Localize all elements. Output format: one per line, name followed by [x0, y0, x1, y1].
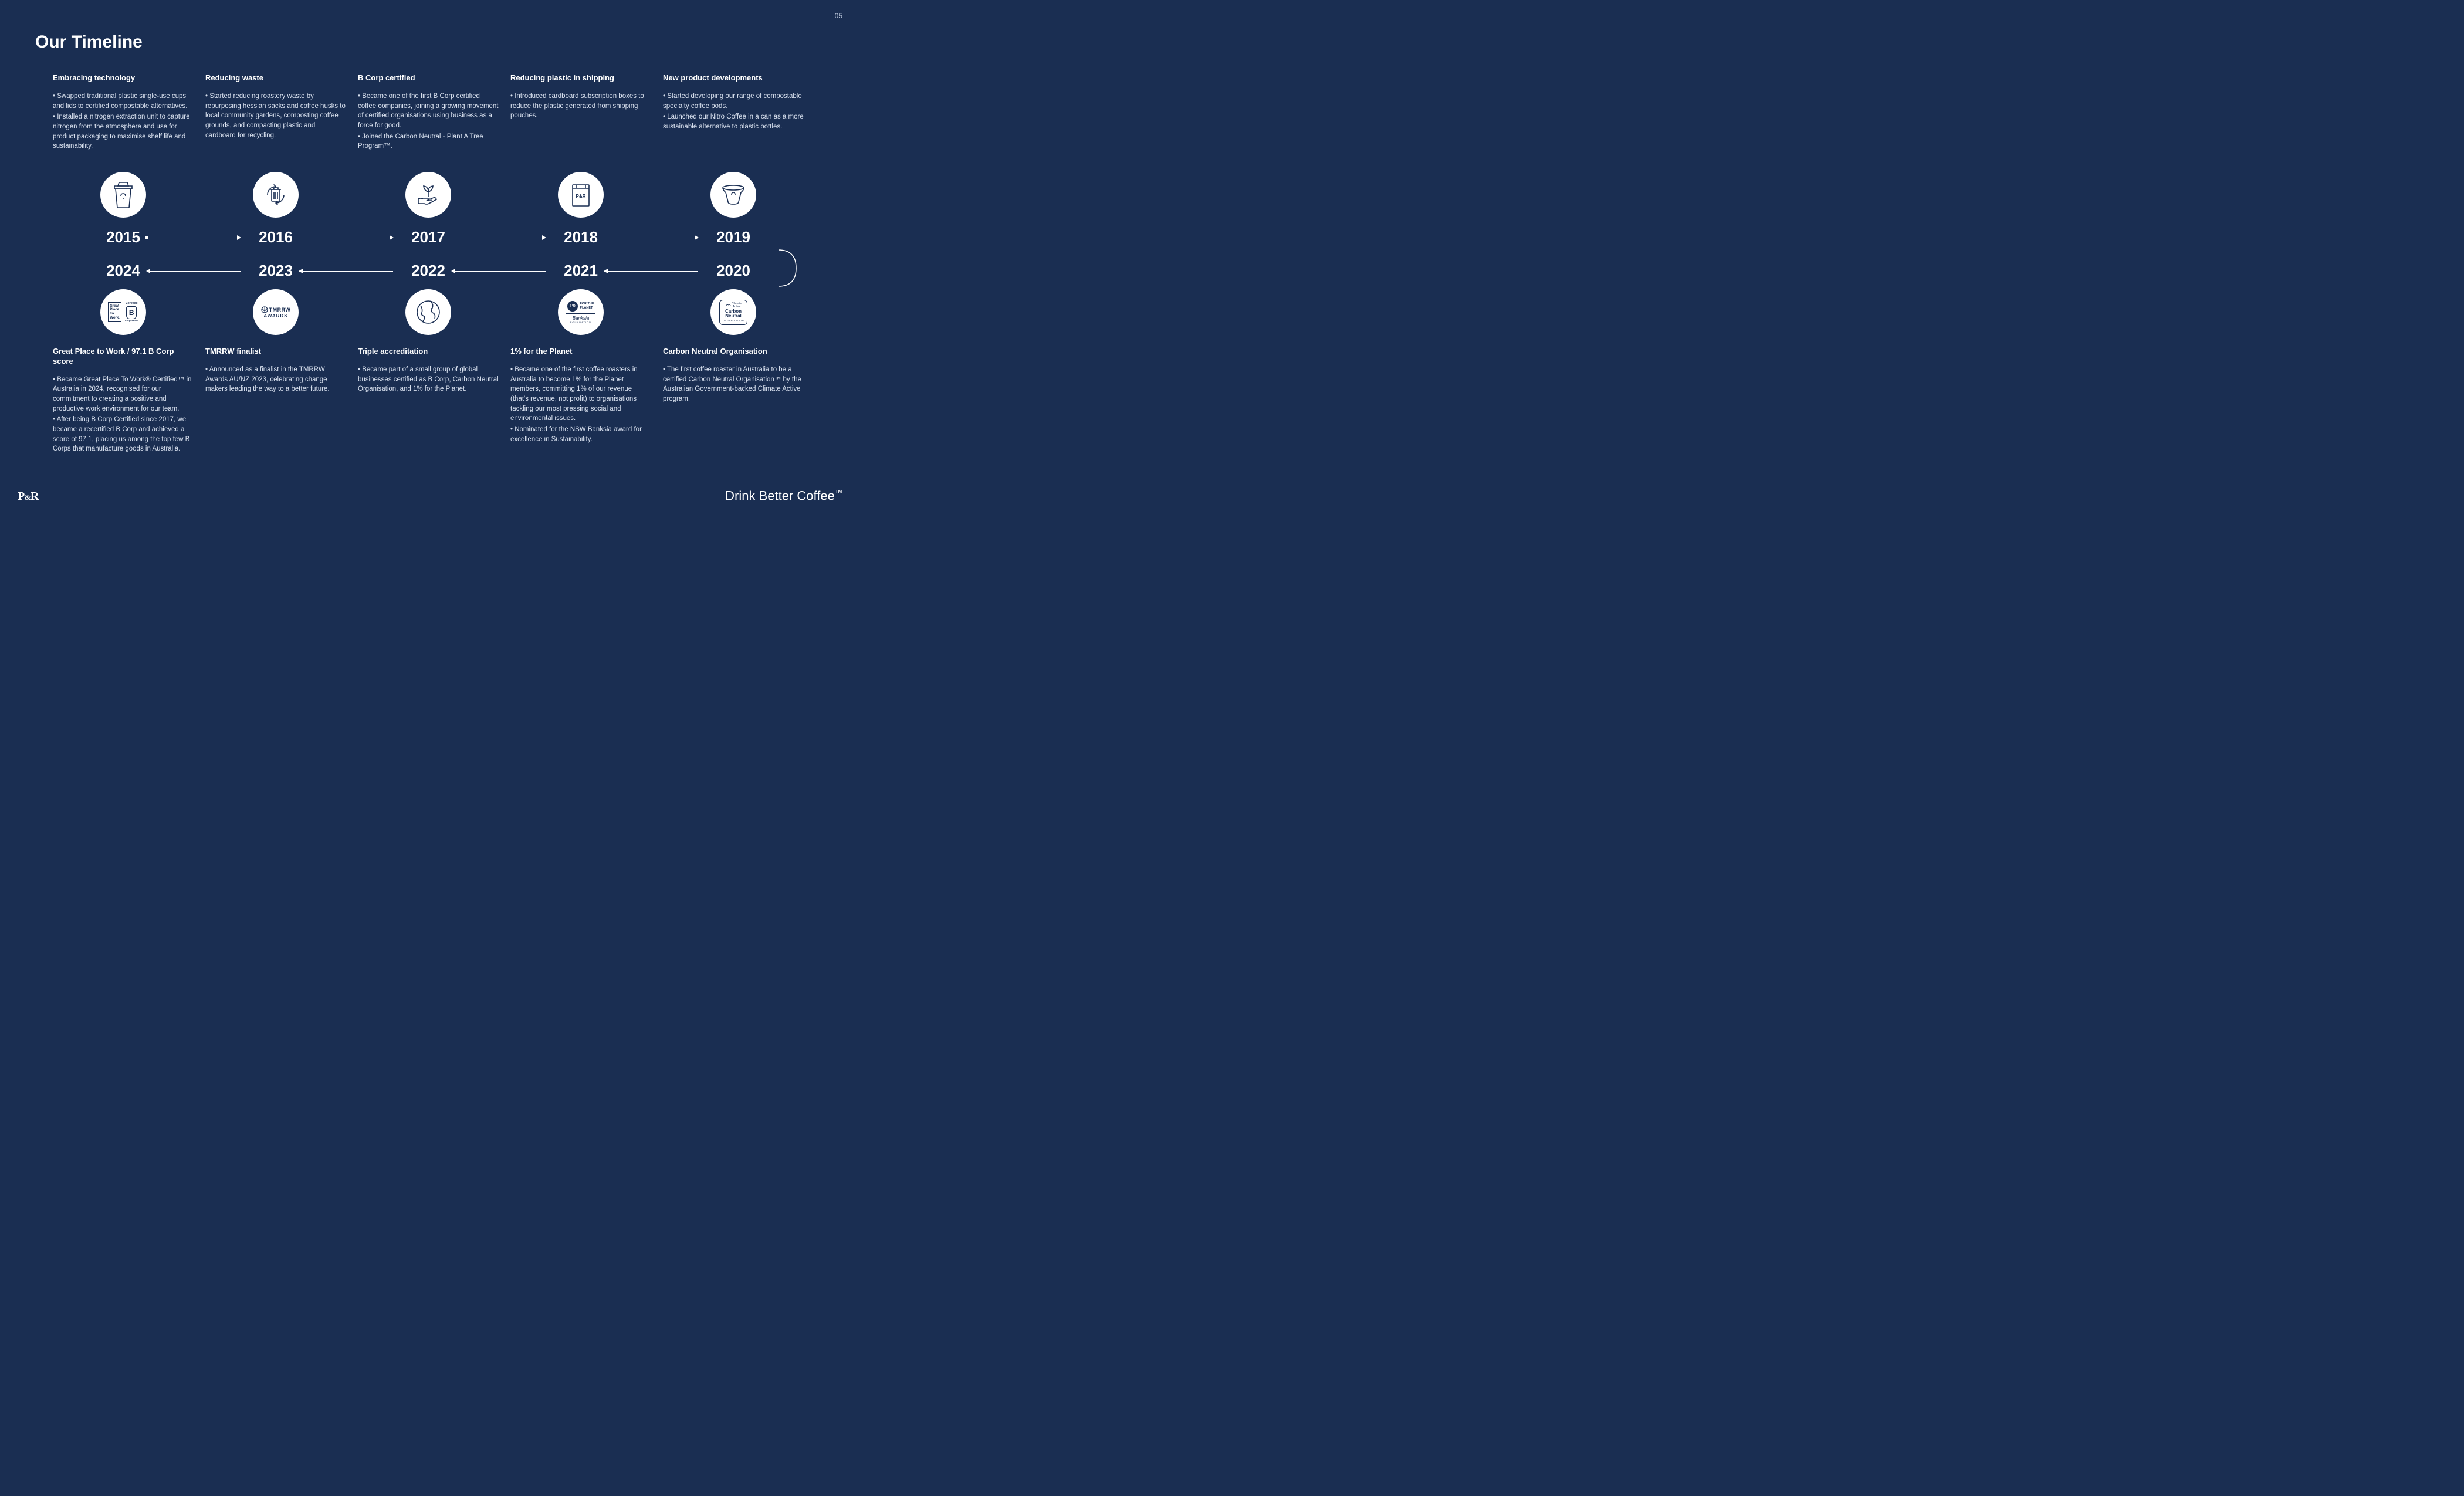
tmrrw-icon: TMRRW AWARDS — [253, 289, 299, 335]
entry-heading: Embracing technology — [53, 73, 194, 83]
entry-body: • Announced as a finalist in the TMRRW A… — [205, 365, 346, 394]
top-year-row: 2015 2016 2017 2018 2019 — [53, 228, 827, 246]
entry-heading: Carbon Neutral Organisation — [663, 347, 804, 357]
arrow-icon — [147, 238, 241, 239]
bottom-text-row: Great Place to Work / 97.1 B Corp score … — [53, 347, 827, 455]
arrow-icon — [604, 271, 698, 272]
entry-2019: New product developments • Started devel… — [663, 73, 804, 161]
hand-plant-icon — [405, 172, 451, 218]
entry-body: • Swapped traditional plastic single-use… — [53, 92, 194, 151]
entry-heading: TMRRW finalist — [205, 347, 346, 357]
entry-2024: Great Place to Work / 97.1 B Corp score … — [53, 347, 194, 455]
entry-2021: 1% for the Planet • Became one of the fi… — [510, 347, 651, 455]
timeline: Embracing technology • Swapped tradition… — [53, 73, 827, 455]
svg-text:P&R: P&R — [576, 194, 586, 199]
one-percent-icon: 1% FOR THEPLANET Banksia FOUNDATION — [558, 289, 604, 335]
top-text-row: Embracing technology • Swapped tradition… — [53, 73, 827, 161]
entry-2015: Embracing technology • Swapped tradition… — [53, 73, 194, 161]
entry-body: • The first coffee roaster in Australia … — [663, 365, 804, 404]
bottom-year-row: 2024 2023 2022 2021 2020 — [53, 262, 827, 280]
entry-2020: Carbon Neutral Organisation • The first … — [663, 347, 804, 455]
top-icon-row: P&R — [53, 172, 827, 218]
entry-heading: New product developments — [663, 73, 804, 83]
box-icon: P&R — [558, 172, 604, 218]
entry-heading: B Corp certified — [358, 73, 499, 83]
entry-heading: Reducing plastic in shipping — [510, 73, 651, 83]
entry-2023: TMRRW finalist • Announced as a finalist… — [205, 347, 346, 455]
pod-icon — [710, 172, 756, 218]
page-title: Our Timeline — [35, 32, 143, 52]
entry-heading: Great Place to Work / 97.1 B Corp score — [53, 347, 194, 367]
entry-body: • Became one of the first coffee roaster… — [510, 365, 651, 444]
entry-heading: Triple accreditation — [358, 347, 499, 357]
globe-icon — [405, 289, 451, 335]
gptw-bcorp-icon: GreatPlaceToWork. Certified B Corporatio… — [100, 289, 146, 335]
arrow-icon — [299, 238, 393, 239]
curve-connector-icon — [777, 246, 801, 290]
tagline: Drink Better Coffee™ — [725, 488, 842, 503]
climate-active-icon: ClimateActive Carbon Neutral ORGANISATIO… — [710, 289, 756, 335]
entry-body: • Started reducing roastery waste by rep… — [205, 92, 346, 140]
bottom-icon-row: GreatPlaceToWork. Certified B Corporatio… — [53, 289, 827, 335]
page-number: 05 — [835, 12, 842, 20]
arrow-icon — [299, 271, 393, 272]
entry-body: • Became one of the first B Corp certifi… — [358, 92, 499, 151]
recycle-bin-icon — [253, 172, 299, 218]
arrow-icon — [147, 271, 241, 272]
entry-2017: B Corp certified • Became one of the fir… — [358, 73, 499, 161]
entry-2016: Reducing waste • Started reducing roaste… — [205, 73, 346, 161]
entry-2022: Triple accreditation • Became part of a … — [358, 347, 499, 455]
cup-icon — [100, 172, 146, 218]
entry-body: • Introduced cardboard subscription boxe… — [510, 92, 651, 121]
entry-body: • Became Great Place To Work® Certified™… — [53, 375, 194, 454]
entry-body: • Started developing our range of compos… — [663, 92, 804, 132]
entry-2018: Reducing plastic in shipping • Introduce… — [510, 73, 651, 161]
brand-logo: P&R — [18, 491, 38, 502]
arrow-icon — [452, 271, 546, 272]
arrow-icon — [604, 238, 698, 239]
entry-body: • Became part of a small group of global… — [358, 365, 499, 394]
entry-heading: 1% for the Planet — [510, 347, 651, 357]
arrow-icon — [452, 238, 546, 239]
entry-heading: Reducing waste — [205, 73, 346, 83]
